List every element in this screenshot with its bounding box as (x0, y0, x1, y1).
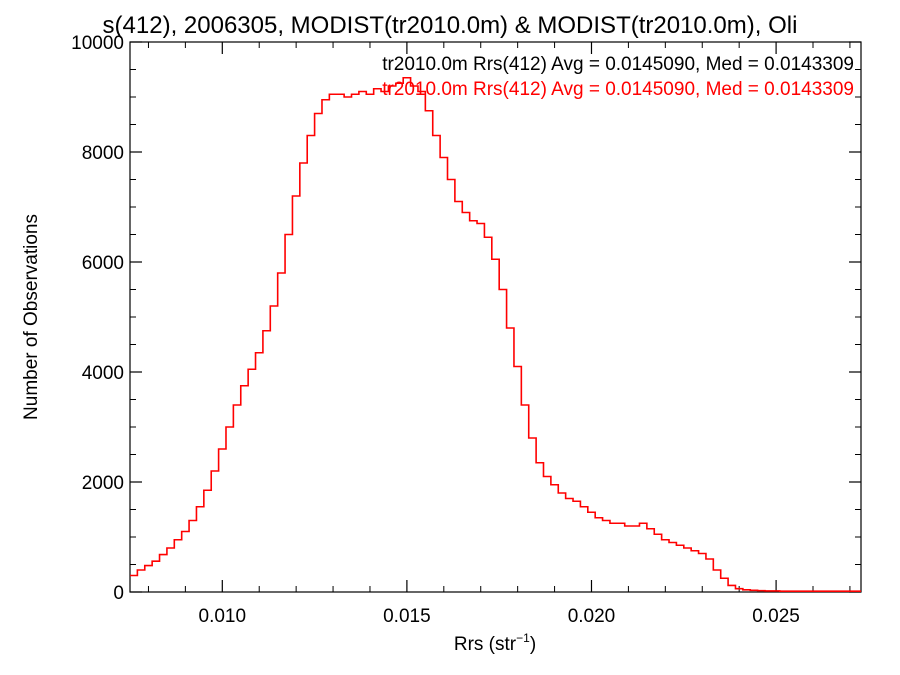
chart-title: s(412), 2006305, MODIST(tr2010.0m) & MOD… (103, 12, 798, 39)
histogram-series-line (130, 76, 861, 592)
x-tick-label: 0.025 (752, 606, 800, 627)
y-tick-label: 2000 (82, 473, 124, 494)
x-axis-label: Rrs (str−1) (454, 631, 536, 655)
y-tick-label: 8000 (82, 143, 124, 164)
x-axis: 0.010 0.015 0.020 0.025 (147, 42, 851, 627)
x-tick-label: 0.015 (383, 606, 431, 627)
y-tick-label: 4000 (82, 363, 124, 384)
legend-entry-red: tr2010.0m Rrs(412) Avg = 0.0145090, Med … (382, 79, 854, 100)
x-tick-label: 0.010 (199, 606, 247, 627)
legend-entry-black: tr2010.0m Rrs(412) Avg = 0.0145090, Med … (382, 54, 854, 75)
x-axis-label-superscript: −1 (516, 631, 530, 645)
y-axis-label: Number of Observations (21, 214, 42, 420)
y-tick-label: 0 (113, 583, 124, 604)
y-tick-label: 6000 (82, 253, 124, 274)
x-tick-label: 0.020 (568, 606, 616, 627)
y-axis: 0 2000 4000 6000 8000 10000 (71, 33, 861, 604)
plot-frame (129, 41, 862, 593)
x-axis-label-end: ) (530, 634, 536, 655)
x-axis-label-main: Rrs (str (454, 634, 517, 655)
y-tick-label: 10000 (71, 33, 124, 54)
